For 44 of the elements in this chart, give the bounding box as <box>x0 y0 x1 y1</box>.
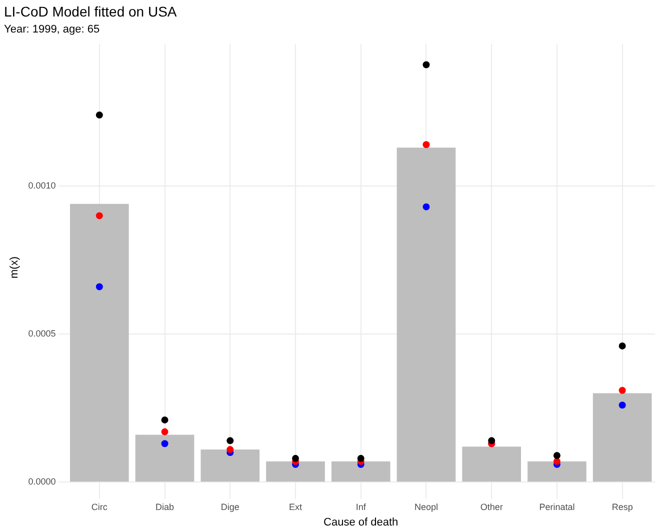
x-tick-label: Neopl <box>414 502 438 512</box>
point <box>553 452 560 459</box>
x-tick-label: Ext <box>288 502 302 512</box>
bar <box>70 204 129 482</box>
point <box>161 428 168 436</box>
point <box>422 141 430 148</box>
point <box>422 61 430 68</box>
point <box>96 283 103 290</box>
x-tick-label: Dige <box>220 502 240 512</box>
point <box>618 386 626 394</box>
y-tick-label: 0.0005 <box>28 328 56 339</box>
x-axis-title: Cause of death <box>324 516 398 528</box>
y-tick-label: 0.0000 <box>28 476 56 487</box>
point <box>488 437 496 444</box>
bar <box>528 461 586 482</box>
bar <box>462 446 522 482</box>
x-tick-label: Diab <box>156 502 174 512</box>
point <box>618 402 626 409</box>
point <box>553 458 560 465</box>
x-tick-label: Perinatal <box>539 502 575 512</box>
point <box>161 416 168 424</box>
x-tick-label: Resp <box>612 502 633 512</box>
point <box>226 446 234 454</box>
bar <box>592 393 652 482</box>
y-axis-title: m(x) <box>8 256 21 278</box>
x-tick-label: Other <box>480 502 503 512</box>
point <box>422 203 430 210</box>
y-tick-label: 0.0010 <box>28 180 56 191</box>
bar <box>396 148 456 482</box>
point <box>292 454 299 462</box>
point <box>96 212 103 220</box>
bar <box>200 450 260 482</box>
point <box>161 440 168 448</box>
point <box>618 342 626 350</box>
chart-title: LI-CoD Model fitted on USA <box>4 3 178 20</box>
bar <box>266 461 325 482</box>
x-tick-label: Circ <box>91 502 108 512</box>
chart-subtitle: Year: 1999, age: 65 <box>4 23 100 36</box>
x-tick-label: Inf <box>356 502 366 512</box>
point <box>357 454 364 462</box>
bar <box>331 461 390 482</box>
point <box>226 437 234 444</box>
point <box>96 112 103 119</box>
bar <box>135 434 194 482</box>
